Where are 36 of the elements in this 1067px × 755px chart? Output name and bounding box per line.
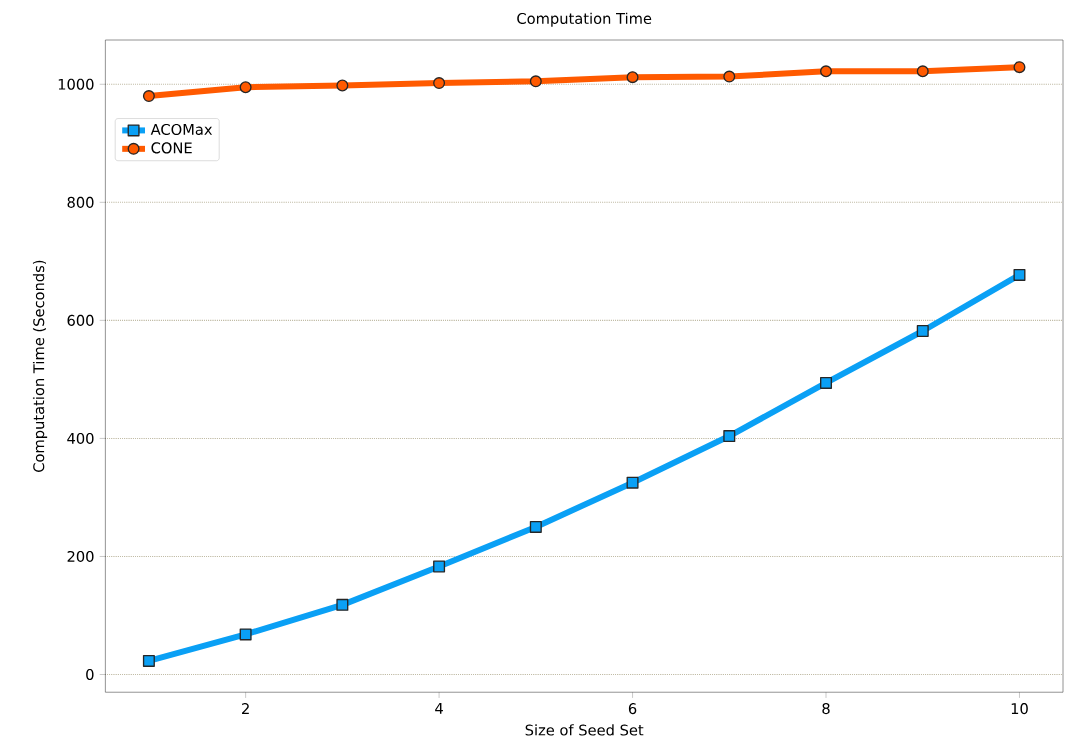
- chart-title: Computation Time: [517, 12, 652, 27]
- point: [1013, 268, 1026, 281]
- point: [142, 90, 155, 103]
- point: [239, 628, 252, 641]
- point: [1013, 61, 1026, 74]
- point: [529, 75, 542, 88]
- y-tick-label: 200: [67, 550, 94, 563]
- y-tick-label: 0: [86, 669, 94, 681]
- point: [433, 560, 446, 573]
- point: [336, 598, 349, 611]
- x-tick-label: 4: [435, 703, 443, 714]
- y-tick-label: 400: [67, 432, 94, 445]
- point: [529, 521, 542, 533]
- legend-label: CONE: [151, 142, 192, 154]
- point: [626, 476, 639, 489]
- x-tick-label: 6: [628, 703, 637, 715]
- point: [626, 71, 639, 84]
- point: [239, 81, 252, 94]
- y-axis-title: Computation Time (Seconds): [32, 260, 48, 472]
- legend-label: ACOMax: [150, 123, 213, 136]
- point: [916, 325, 929, 338]
- y-tick-label: 1000: [58, 78, 94, 90]
- point: [916, 65, 929, 78]
- point: [723, 430, 736, 443]
- x-axis-title: Size of Seed Set: [525, 724, 644, 736]
- point: [820, 376, 833, 389]
- point: [142, 654, 155, 667]
- x-tick-label: 2: [242, 703, 249, 714]
- x-tick-label: 8: [822, 703, 830, 715]
- point: [820, 65, 833, 78]
- y-tick-label: 800: [67, 196, 94, 208]
- point: [723, 70, 736, 83]
- point: [433, 77, 446, 90]
- point: [336, 79, 349, 92]
- x-tick-label: 10: [1011, 703, 1028, 715]
- y-tick-label: 600: [67, 314, 94, 326]
